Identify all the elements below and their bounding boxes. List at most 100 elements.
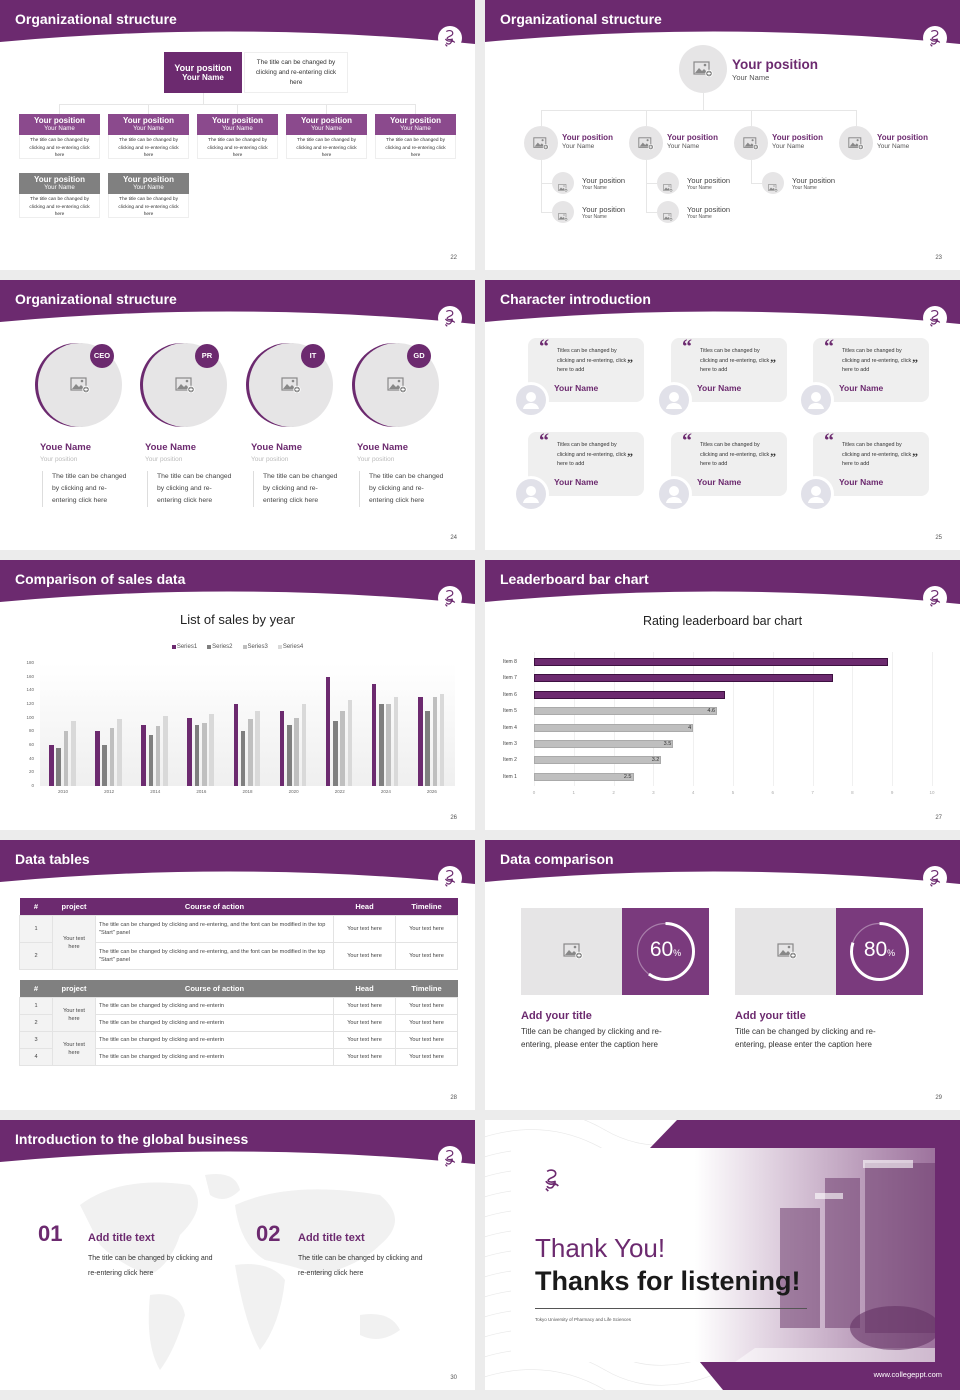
bar xyxy=(294,717,299,786)
avatar xyxy=(798,476,834,512)
slide-header xyxy=(485,280,960,326)
image-placeholder-icon xyxy=(768,179,778,193)
table-row: 1 Your text here The title can be changed … xyxy=(19,915,458,970)
position-label: Your position xyxy=(301,116,352,125)
bar xyxy=(155,725,161,786)
university-logo xyxy=(923,26,947,50)
image-placeholder-icon xyxy=(558,208,568,222)
slide-title: Organizational structure xyxy=(15,11,177,27)
avatar xyxy=(656,476,692,512)
close-quote-icon xyxy=(770,356,776,371)
gridline xyxy=(812,652,814,786)
chart-title: Rating leaderboard bar chart xyxy=(642,614,803,628)
percent-value: 80 xyxy=(863,938,888,961)
percent-panel: 80% xyxy=(836,908,923,995)
y-tick-label: 180 xyxy=(26,660,34,665)
image-placeholder-icon xyxy=(663,179,673,193)
thanks-for-listening: Thanks for listening! xyxy=(535,1266,801,1296)
percent-panel: 60% xyxy=(622,908,709,995)
gridline xyxy=(892,652,894,786)
connector-line xyxy=(415,104,416,114)
category-label: Item 2 xyxy=(503,757,517,764)
campus-photo xyxy=(695,1148,935,1362)
row-number: 3 xyxy=(19,1031,53,1049)
connector-line xyxy=(541,110,856,111)
project-cell: Your text here xyxy=(52,1031,96,1066)
university-logo-icon xyxy=(444,1149,456,1167)
y-tick-label: 20 xyxy=(28,769,34,775)
name-label: Your Name xyxy=(667,143,700,150)
image-placeholder-icon xyxy=(563,943,583,960)
column-header: project xyxy=(61,984,87,993)
position-label: Your position xyxy=(212,116,263,125)
slide-header xyxy=(485,560,960,606)
description: The title can be changed by clicking and… xyxy=(29,138,90,158)
position-label: Your position xyxy=(667,133,718,142)
y-tick-label: 60 xyxy=(28,742,34,747)
name-label: Your Name xyxy=(877,143,910,150)
course-of-action: The title can be changed by clicking and… xyxy=(95,1031,334,1049)
person-icon xyxy=(808,486,824,503)
name-label: Your Name xyxy=(133,184,164,191)
x-tick-label: 6 xyxy=(771,790,775,795)
sub-position-label: Your position xyxy=(687,176,731,185)
image-placeholder-icon xyxy=(638,137,654,150)
x-tick-label: 2022 xyxy=(334,789,345,794)
slide-header xyxy=(0,560,475,606)
progress-ring xyxy=(636,922,695,981)
sub-position-label: Your position xyxy=(582,205,626,214)
connector-line xyxy=(59,104,60,114)
university-logo-icon xyxy=(929,29,941,47)
bar xyxy=(102,745,108,786)
slide: Organizational structure 24 CEO Youe Name Yo… xyxy=(0,280,475,550)
connector-line xyxy=(237,104,238,114)
photo-placeholder xyxy=(521,908,622,995)
category-label: Item 6 xyxy=(503,691,517,698)
connector-line xyxy=(646,183,657,184)
y-tick-label: 160 xyxy=(26,673,34,679)
slide-header xyxy=(0,280,475,326)
item-desc: The title can be changed by clicking and… xyxy=(88,1255,213,1277)
course-of-action: The title can be changed by clicking and… xyxy=(95,997,334,1015)
head-cell: Your text here xyxy=(333,997,396,1015)
description: The title can be changed by clicking and… xyxy=(118,197,179,217)
character-name: Your Name xyxy=(839,477,884,487)
bar xyxy=(233,704,239,786)
legend-item: Series3 xyxy=(242,644,268,650)
member-position: Your position xyxy=(145,456,183,463)
item-desc: Title can be changed by clicking and re-… xyxy=(521,1027,662,1049)
connector-line xyxy=(541,212,552,213)
open-quote-icon xyxy=(824,336,834,359)
column-header: Timeline xyxy=(411,984,442,993)
connector-line xyxy=(203,93,204,104)
thank-you-card xyxy=(511,1148,935,1362)
timeline-cell: Your text here xyxy=(395,997,458,1015)
bar xyxy=(49,745,54,786)
character-name: Your Name xyxy=(554,477,599,487)
connector-line xyxy=(751,183,762,184)
university-logo-icon xyxy=(444,309,456,327)
item-title: Add your title xyxy=(735,1010,806,1022)
top-position: Your position xyxy=(732,57,818,72)
bar xyxy=(201,723,207,786)
page-number: 24 xyxy=(450,535,457,541)
page-number: 26 xyxy=(450,815,457,821)
progress-ring xyxy=(850,922,909,981)
university-logo xyxy=(438,866,462,890)
connector-line xyxy=(326,104,327,114)
university-logo xyxy=(923,306,947,330)
description: The title can be changed by clicking and… xyxy=(385,138,446,158)
thank-you-heading: Thank You! xyxy=(535,1233,666,1263)
university-logo xyxy=(438,1146,462,1170)
data-label: 4.6 xyxy=(707,708,716,715)
name-label: Your Name xyxy=(311,125,342,132)
bar xyxy=(301,704,307,786)
description: The title can be changed by clicking and… xyxy=(296,138,357,158)
bar xyxy=(240,731,246,786)
legend-label: Series2 xyxy=(212,644,233,650)
course-of-action: The title can be changed by clicking and… xyxy=(95,942,334,970)
slide: Organizational structure 22 Your position Y… xyxy=(0,0,475,270)
position-label: Your position xyxy=(34,175,85,184)
sub-position-label: Your position xyxy=(687,205,731,214)
open-quote-icon xyxy=(824,430,834,453)
